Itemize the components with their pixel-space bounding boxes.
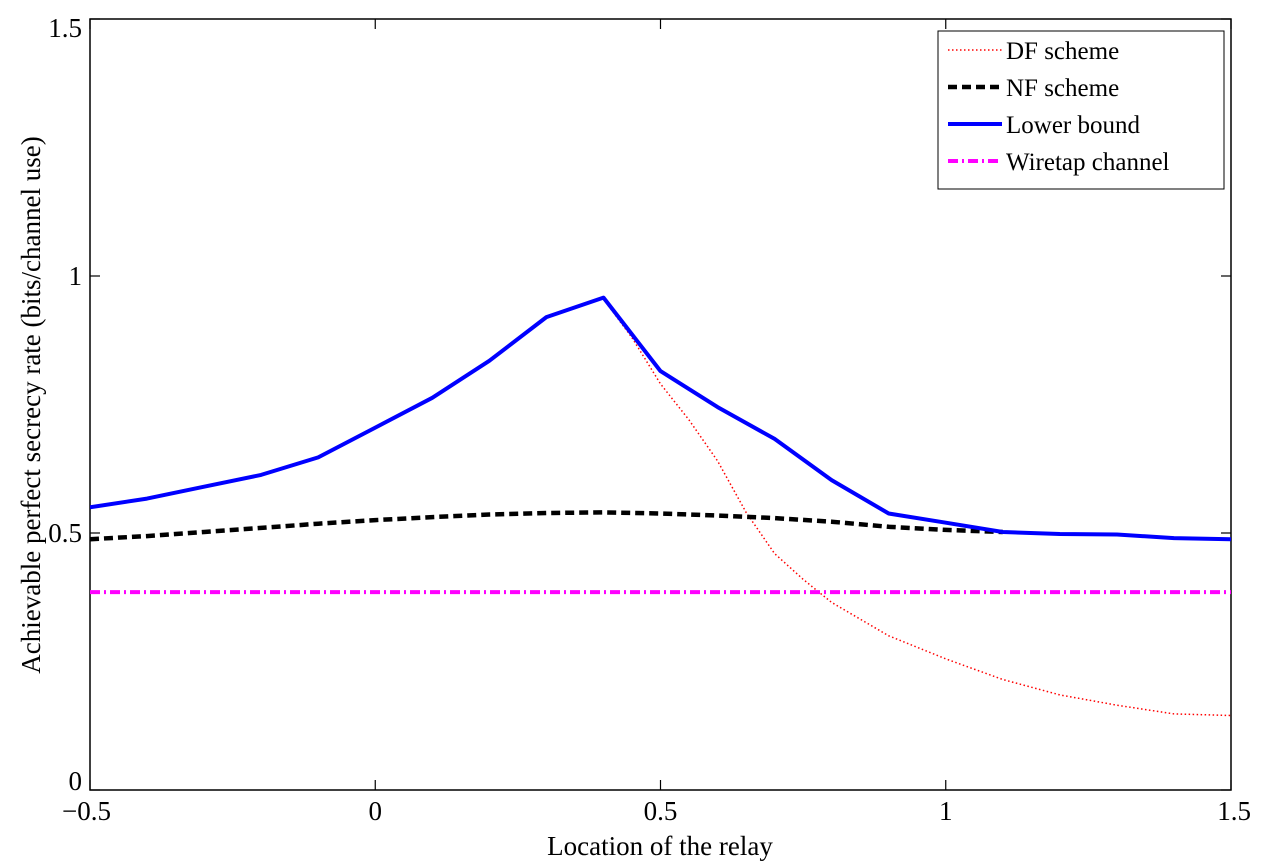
x-tick-label: 0 [369,796,383,826]
legend: DF scheme NF scheme Lower bound Wiretap cha… [937,30,1225,190]
legend-label: NF scheme [1006,75,1119,102]
y-tick-label: 0.5 [48,518,82,548]
series-line-df-scheme [602,298,1231,717]
y-tick-label: 0 [69,766,83,796]
legend-label: Wiretap channel [1006,149,1170,176]
series-line-nf-scheme [90,510,1003,542]
series-layer [90,295,1231,717]
y-tick-label: 1 [69,261,83,291]
legend-box [937,30,1225,190]
x-tick-label: 1.5 [1217,796,1251,826]
y-tick-label: 1.5 [48,13,82,43]
y-axis-label: Achievable perfect secrecy rate (bits/ch… [16,136,46,673]
x-tick-label: −0.5 [62,796,111,826]
x-tick-label: 1 [939,796,953,826]
x-axis-label: Location of the relay [547,831,773,861]
ticks [89,18,1232,791]
legend-label: DF scheme [1006,38,1119,65]
legend-label: Lower bound [1006,112,1140,139]
series-line-lower-bound [90,295,1231,542]
x-tick-label: 0.5 [644,796,678,826]
tick-labels: −0.5 0 0.5 1 1.500.511.5 [48,13,1251,826]
